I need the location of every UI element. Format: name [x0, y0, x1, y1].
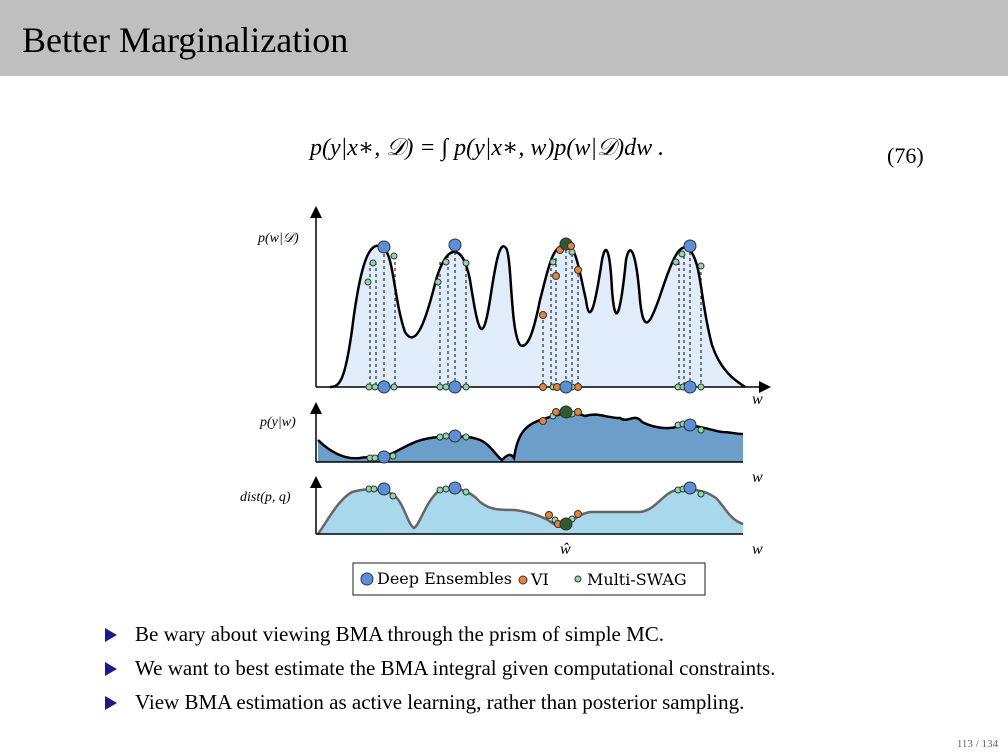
- legend-deep-ensembles-swatch: [360, 572, 374, 586]
- bullet-triangle-icon: [105, 662, 117, 676]
- list-item: Be wary about viewing BMA through the pr…: [105, 620, 775, 654]
- legend-multi-swag-swatch: [574, 575, 582, 583]
- distance-curve: [316, 487, 744, 535]
- bullet-text: Be wary about viewing BMA through the pr…: [135, 622, 665, 646]
- posterior-curve: [329, 243, 746, 389]
- bullet-triangle-icon: [105, 696, 117, 710]
- title-bar: Better Marginalization: [0, 0, 1008, 76]
- equation: p(y|x∗, 𝒟) = ∫ p(y|x∗, w)p(w|𝒟)dw .: [310, 135, 665, 161]
- distance-markers: [365, 481, 705, 531]
- axis-markers: [365, 380, 705, 394]
- posterior-xlabel: w: [752, 391, 763, 408]
- legend-deep-ensembles: Deep Ensembles: [377, 569, 512, 588]
- likelihood-panel: p(y|w) w: [259, 402, 763, 486]
- distance-fill: [318, 488, 743, 534]
- page-number: 113 / 134: [956, 738, 998, 750]
- bullet-list: Be wary about viewing BMA through the pr…: [105, 620, 775, 722]
- slide-title: Better Marginalization: [22, 20, 349, 60]
- list-item: We want to best estimate the BMA integra…: [105, 654, 775, 688]
- distance-ylabel: dist(p, q): [240, 490, 291, 505]
- legend-vi-swatch: [518, 575, 528, 585]
- w-hat-label: ŵ: [560, 541, 571, 558]
- distance-xlabel: w: [752, 541, 763, 558]
- posterior-markers: [364, 237, 705, 319]
- distance-panel: dist(p, q) ŵ w: [240, 476, 763, 558]
- projection-lines: [369, 244, 702, 387]
- legend-vi: VI: [530, 570, 549, 589]
- legend-multi-swag: Multi-SWAG: [587, 570, 687, 589]
- likelihood-ylabel: p(y|w): [259, 415, 296, 430]
- legend: Deep Ensembles VI Multi-SWAG: [352, 562, 706, 596]
- likelihood-markers: [366, 405, 705, 464]
- equation-number: (76): [887, 143, 924, 168]
- bullet-text: View BMA estimation as active learning, …: [135, 690, 745, 714]
- likelihood-xlabel: w: [752, 469, 763, 486]
- list-item: View BMA estimation as active learning, …: [105, 688, 775, 722]
- likelihood-fill: [318, 413, 743, 462]
- bullet-triangle-icon: [105, 628, 117, 642]
- posterior-ylabel: p(w|𝒟): [257, 231, 299, 246]
- posterior-panel: p(w|𝒟) w: [257, 206, 771, 408]
- bullet-text: We want to best estimate the BMA integra…: [135, 656, 776, 680]
